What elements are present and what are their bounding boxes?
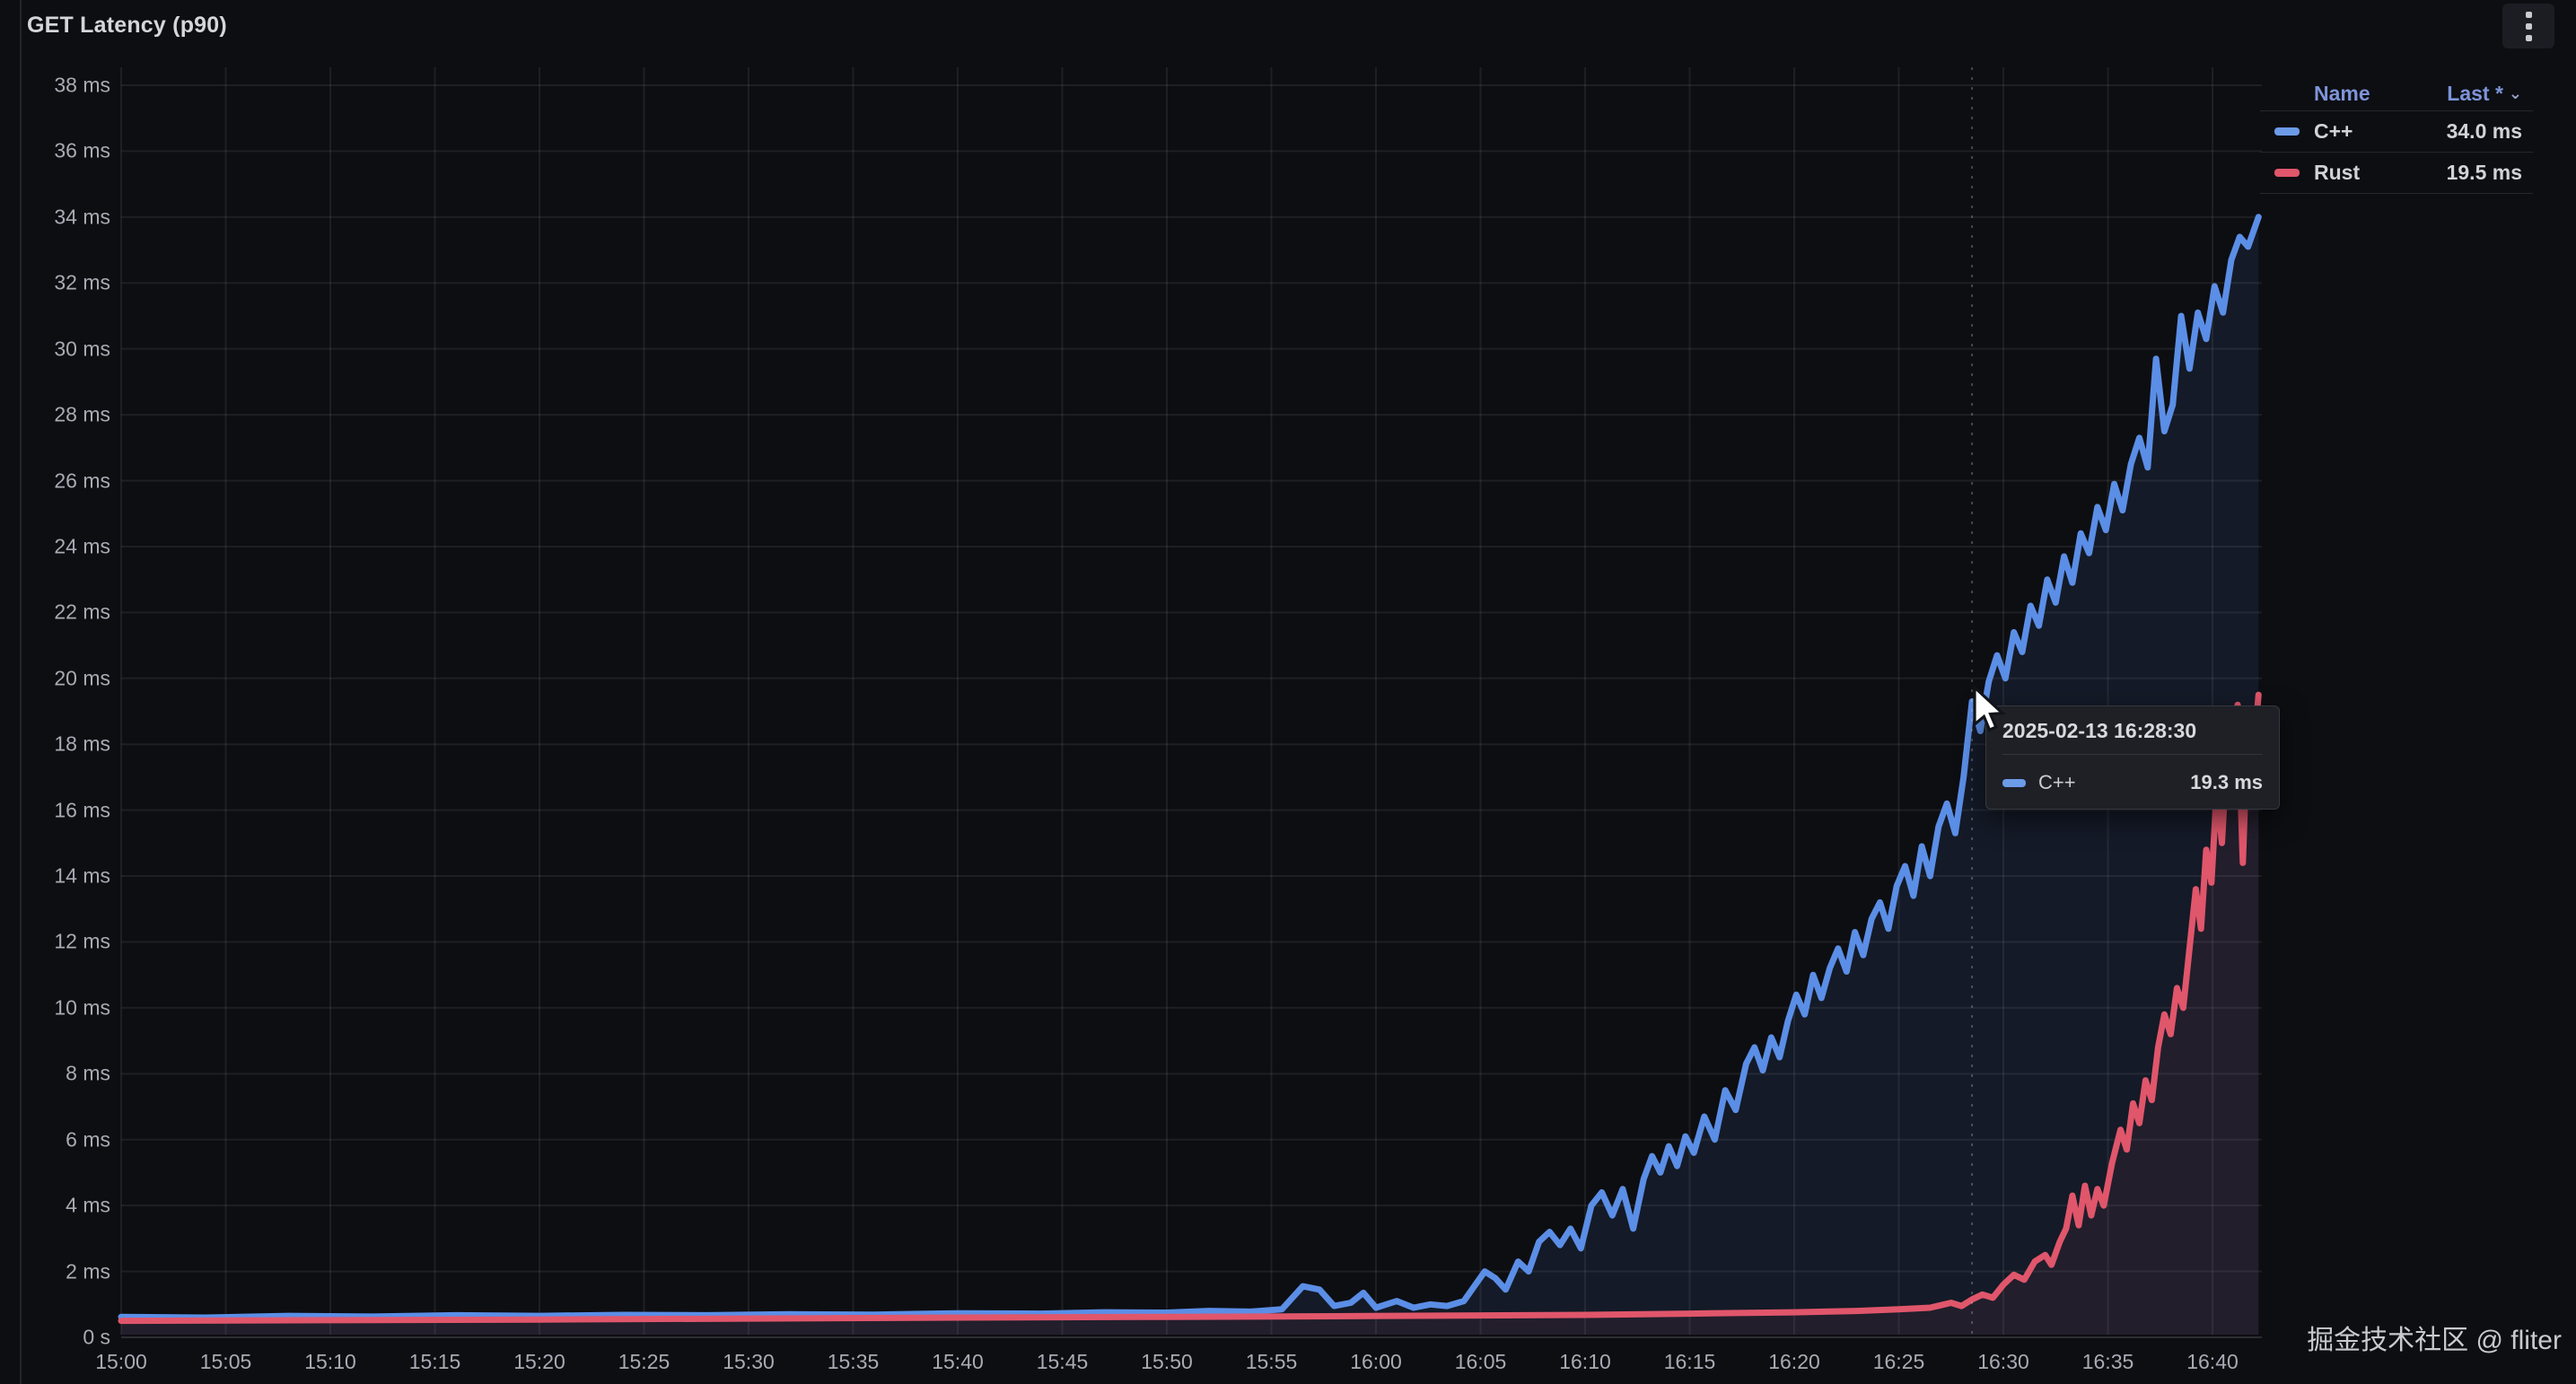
y-tick-label: 0 s [83,1325,110,1349]
x-tick-label: 16:15 [1663,1350,1716,1373]
y-tick-label: 24 ms [54,534,110,558]
x-tick-label: 16:00 [1350,1350,1402,1373]
x-tick-label: 15:40 [932,1350,984,1373]
kebab-icon [2525,22,2532,30]
y-tick-label: 28 ms [54,402,110,426]
x-tick-label: 15:10 [304,1350,356,1373]
legend-row-rust[interactable]: Rust 19.5 ms [2260,153,2533,194]
y-tick-label: 20 ms [54,666,110,690]
x-tick-label: 16:40 [2186,1350,2239,1373]
y-tick-label: 32 ms [54,270,110,294]
kebab-icon [2525,11,2532,18]
y-tick-label: 30 ms [54,337,110,361]
y-tick-label: 8 ms [66,1061,110,1085]
y-tick-label: 16 ms [54,798,110,822]
y-tick-label: 12 ms [54,929,110,953]
tooltip-timestamp: 2025-02-13 16:28:30 [2002,719,2263,755]
mouse-cursor [1973,686,2006,732]
y-tick-label: 38 ms [54,73,110,97]
legend-header: Name Last * ⌄ [2260,77,2533,111]
y-tick-label: 14 ms [54,863,110,888]
panel-title: GET Latency (p90) [27,13,227,38]
legend-header-name[interactable]: Name [2314,82,2370,105]
x-tick-label: 15:55 [1245,1350,1298,1373]
x-tick-label: 16:10 [1559,1350,1611,1373]
x-tick-label: 16:30 [1977,1350,2029,1373]
x-tick-label: 15:20 [513,1350,565,1373]
legend-header-last[interactable]: Last * ⌄ [2447,82,2522,105]
sort-caret-icon: ⌄ [2508,84,2522,102]
x-tick-label: 16:35 [2081,1350,2134,1373]
legend-row-c[interactable]: C++ 34.0 ms [2260,111,2533,153]
x-tick-label: 15:50 [1141,1350,1193,1373]
tooltip-series-row: C++ 19.3 ms [2002,771,2263,794]
tooltip-series-value: 19.3 ms [2190,771,2263,793]
series-color-swatch [2274,169,2300,177]
tooltip-series-name: C++ [2038,771,2076,793]
kebab-icon [2525,34,2532,41]
y-tick-label: 22 ms [54,600,110,624]
y-tick-label: 36 ms [54,138,110,162]
y-tick-label: 2 ms [66,1259,110,1283]
series-last-value: 19.5 ms [2446,161,2522,184]
series-name: Rust [2314,161,2361,184]
x-tick-label: 16:20 [1768,1350,1820,1373]
x-tick-label: 15:25 [618,1350,670,1373]
series-area-rust [121,695,2259,1335]
y-tick-label: 10 ms [54,995,110,1020]
y-tick-label: 6 ms [66,1127,110,1152]
y-tick-label: 18 ms [54,731,110,756]
panel-left-border [20,0,22,1384]
x-tick-label: 15:30 [723,1350,775,1373]
legend-table: Name Last * ⌄ C++ 34.0 ms Rust 19.5 ms [2260,77,2533,194]
x-tick-label: 16:25 [1872,1350,1925,1373]
panel-menu-button[interactable] [2502,4,2554,48]
series-name: C++ [2314,119,2353,143]
x-tick-label: 16:05 [1454,1350,1507,1373]
x-tick-label: 15:45 [1036,1350,1089,1373]
series-area-c [121,216,2259,1335]
y-tick-label: 4 ms [66,1193,110,1217]
hover-tooltip: 2025-02-13 16:28:30 C++ 19.3 ms [1985,705,2280,810]
x-tick-label: 15:00 [95,1350,147,1373]
series-line-c [118,214,2262,1321]
x-tick-label: 15:35 [827,1350,880,1373]
x-tick-label: 15:15 [408,1350,461,1373]
x-tick-label: 15:05 [199,1350,252,1373]
series-line-rust [118,691,2262,1325]
y-tick-label: 34 ms [54,205,110,229]
series-color-swatch [2274,127,2300,136]
y-tick-label: 26 ms [54,469,110,493]
watermark-text: 掘金技术社区 @ fliter [2307,1326,2562,1355]
series-last-value: 34.0 ms [2446,119,2522,143]
tooltip-color-swatch [2002,778,2026,787]
